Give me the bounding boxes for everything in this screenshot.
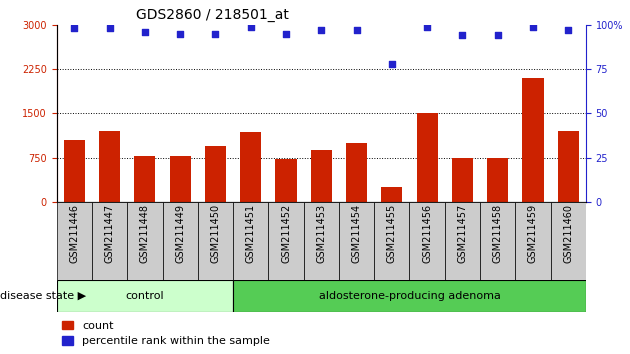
Bar [268, 202, 304, 280]
Text: GSM211457: GSM211457 [457, 204, 467, 263]
Bar [311, 150, 332, 202]
Text: aldosterone-producing adenoma: aldosterone-producing adenoma [319, 291, 500, 301]
Bar [339, 202, 374, 280]
Point [246, 24, 256, 29]
Bar [374, 202, 410, 280]
Text: GSM211458: GSM211458 [493, 204, 503, 263]
Point [210, 31, 220, 36]
Bar [233, 202, 268, 280]
Bar [558, 131, 579, 202]
Point [422, 24, 432, 29]
Text: GSM211452: GSM211452 [281, 204, 291, 263]
Bar [57, 280, 233, 312]
Text: GSM211449: GSM211449 [175, 204, 185, 263]
Bar [275, 159, 297, 202]
Point [563, 27, 573, 33]
Text: GDS2860 / 218501_at: GDS2860 / 218501_at [136, 8, 289, 22]
Text: GSM211453: GSM211453 [316, 204, 326, 263]
Point [352, 27, 362, 33]
Point [175, 31, 185, 36]
Bar [169, 156, 191, 202]
Bar [233, 280, 586, 312]
Bar [487, 158, 508, 202]
Point [140, 29, 150, 35]
Text: GSM211455: GSM211455 [387, 204, 397, 263]
Bar [163, 202, 198, 280]
Bar [134, 156, 156, 202]
Bar [57, 202, 92, 280]
Point [316, 27, 326, 33]
Text: disease state ▶: disease state ▶ [0, 291, 86, 301]
Point [281, 31, 291, 36]
Legend: count, percentile rank within the sample: count, percentile rank within the sample [62, 321, 270, 347]
Text: GSM211448: GSM211448 [140, 204, 150, 263]
Point [528, 24, 538, 29]
Bar [127, 202, 163, 280]
Bar [515, 202, 551, 280]
Point [387, 61, 397, 67]
Bar [381, 187, 403, 202]
Bar [99, 131, 120, 202]
Bar [522, 78, 544, 202]
Text: GSM211460: GSM211460 [563, 204, 573, 263]
Bar [445, 202, 480, 280]
Bar [304, 202, 339, 280]
Text: GSM211459: GSM211459 [528, 204, 538, 263]
Point [457, 33, 467, 38]
Text: GSM211456: GSM211456 [422, 204, 432, 263]
Bar [551, 202, 586, 280]
Text: GSM211447: GSM211447 [105, 204, 115, 263]
Point [69, 25, 79, 31]
Text: GSM211451: GSM211451 [246, 204, 256, 263]
Bar [92, 202, 127, 280]
Bar [346, 143, 367, 202]
Bar [205, 146, 226, 202]
Bar [480, 202, 515, 280]
Point [105, 25, 115, 31]
Point [493, 33, 503, 38]
Text: GSM211450: GSM211450 [210, 204, 220, 263]
Bar [240, 132, 261, 202]
Bar [64, 140, 85, 202]
Text: GSM211454: GSM211454 [352, 204, 362, 263]
Text: control: control [125, 291, 164, 301]
Bar [410, 202, 445, 280]
Bar [452, 158, 473, 202]
Bar [198, 202, 233, 280]
Bar [416, 113, 438, 202]
Text: GSM211446: GSM211446 [69, 204, 79, 263]
